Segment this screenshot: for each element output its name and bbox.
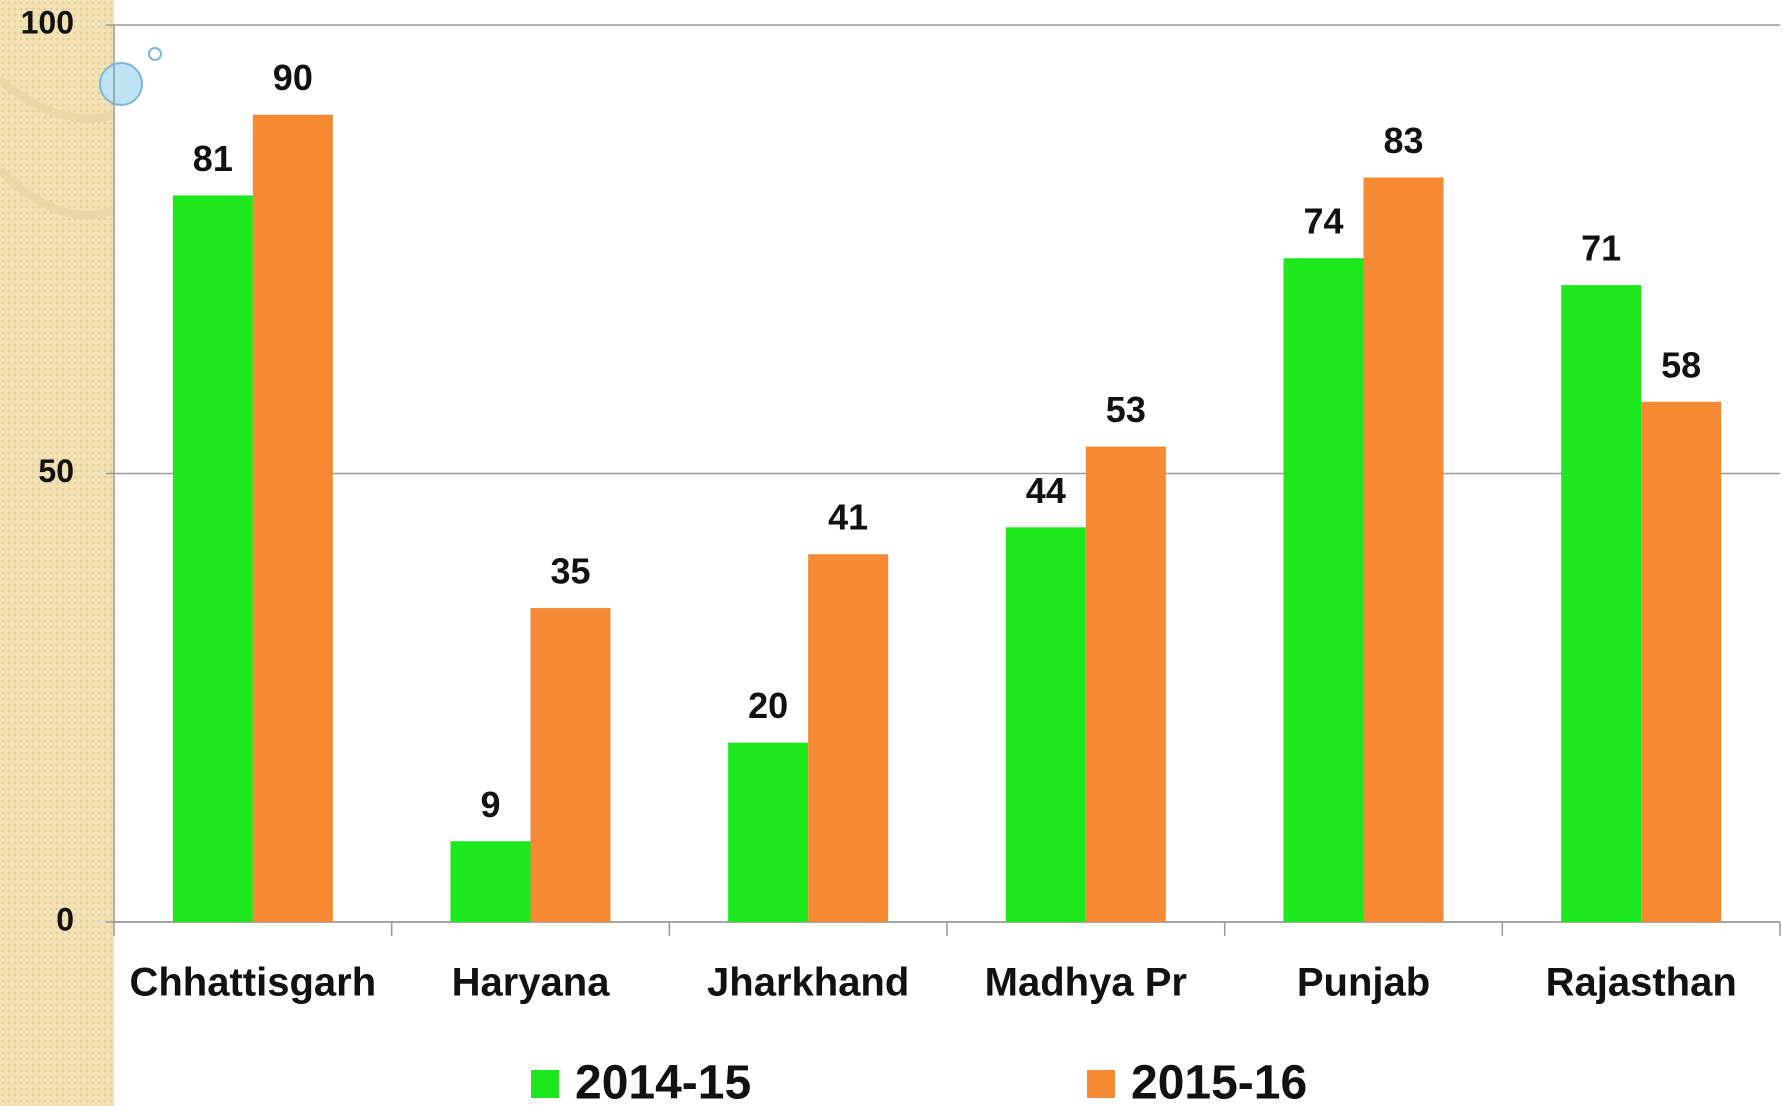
bar bbox=[728, 742, 809, 922]
bar bbox=[1561, 285, 1642, 922]
data-label: 53 bbox=[1106, 389, 1146, 430]
bar bbox=[808, 554, 889, 922]
y-tick-label: 100 bbox=[21, 4, 74, 40]
data-label: 83 bbox=[1383, 120, 1423, 161]
data-label: 9 bbox=[480, 784, 500, 825]
data-label: 71 bbox=[1581, 228, 1621, 269]
side-strip bbox=[0, 0, 114, 1106]
decor-arc bbox=[0, 167, 116, 219]
data-label: 90 bbox=[273, 57, 313, 98]
bar bbox=[172, 195, 253, 922]
x-tick-label: Rajasthan bbox=[1546, 961, 1737, 1005]
legend-swatch bbox=[531, 1070, 559, 1098]
x-tick-label: Punjab bbox=[1297, 961, 1430, 1005]
data-label: 20 bbox=[748, 685, 788, 726]
x-tick-label: Madhya Pr bbox=[985, 961, 1187, 1005]
bar bbox=[1641, 401, 1722, 922]
bar bbox=[1005, 527, 1086, 922]
data-label: 41 bbox=[828, 497, 868, 538]
decor-arc bbox=[0, 76, 116, 123]
bar bbox=[530, 608, 611, 922]
legend-label: 2015-16 bbox=[1131, 1057, 1307, 1106]
legend-swatch bbox=[1087, 1070, 1115, 1098]
data-label: 74 bbox=[1303, 201, 1343, 242]
decor-bubble bbox=[148, 47, 162, 61]
decor-bubble bbox=[99, 62, 143, 106]
data-label: 35 bbox=[550, 551, 590, 592]
y-tick-label: 0 bbox=[56, 901, 74, 937]
x-tick-label: Chhattisgarh bbox=[129, 961, 376, 1005]
bar bbox=[450, 841, 531, 922]
data-label: 81 bbox=[193, 138, 233, 179]
x-tick-label: Jharkhand bbox=[707, 961, 909, 1005]
x-tick-label: Haryana bbox=[452, 961, 611, 1005]
bar bbox=[252, 114, 333, 922]
bar bbox=[1085, 446, 1166, 922]
y-tick-label: 50 bbox=[38, 453, 74, 489]
data-label: 44 bbox=[1026, 470, 1066, 511]
bar bbox=[1283, 258, 1364, 923]
bar bbox=[1363, 177, 1444, 923]
legend-label: 2014-15 bbox=[575, 1057, 751, 1106]
data-label: 58 bbox=[1661, 344, 1701, 385]
